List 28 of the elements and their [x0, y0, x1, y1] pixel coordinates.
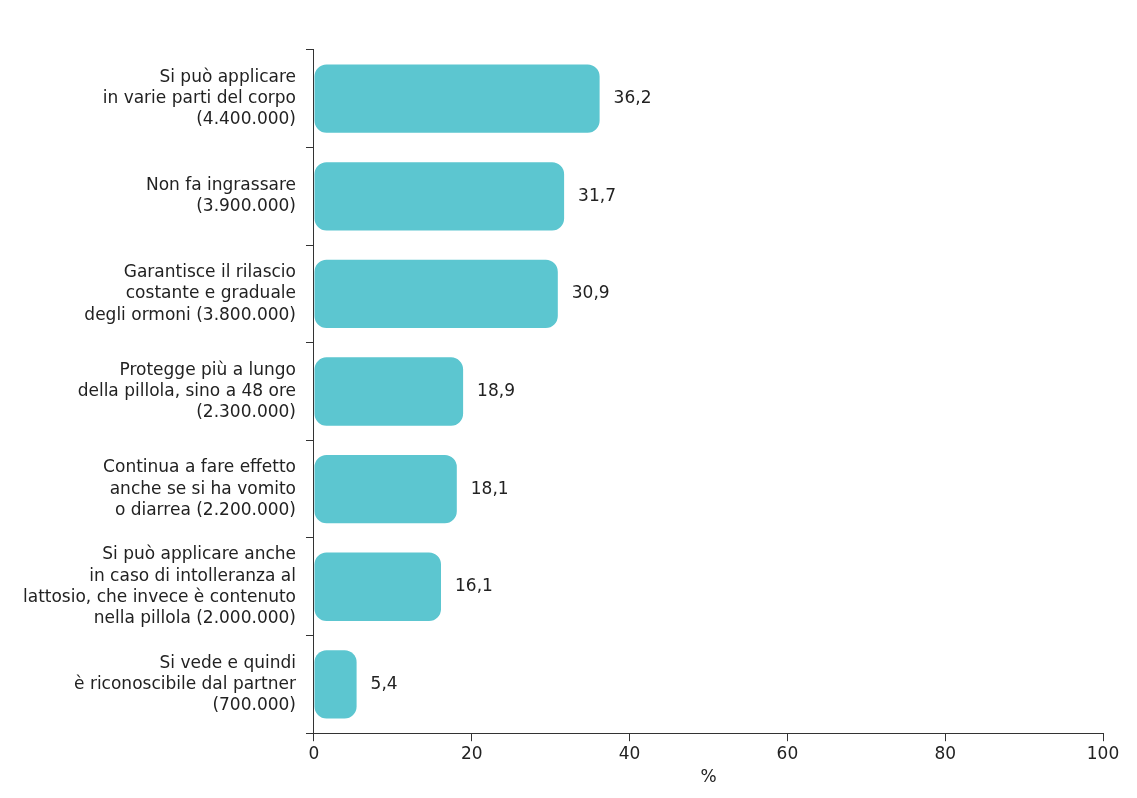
x-axis-title: % — [700, 766, 717, 787]
y-tick-label: Si può applicare anche in caso di intolleranza al lattosio, che invece è contenuto nella pillola (2.000.000) — [23, 543, 296, 628]
x-tick-label: 40 — [618, 742, 641, 763]
x-tick-label: 20 — [460, 742, 483, 763]
bar — [314, 259, 558, 329]
data-label: 31,7 — [578, 184, 616, 205]
bar — [314, 454, 457, 524]
data-label: 16,1 — [455, 575, 493, 596]
y-tick-label: Continua a fare effetto anche se si ha vomito o diarrea (2.200.000) — [103, 456, 296, 519]
bar — [314, 162, 565, 231]
y-tick-label: Protegge più a lungo della pillola, sino a 48 ore (2.300.000) — [77, 358, 296, 422]
data-label: 18,9 — [477, 379, 515, 400]
y-tick-label: Si può applicare in varie parti del corpo (4.400.000) — [102, 65, 296, 129]
data-label: 30,9 — [571, 282, 610, 303]
x-tick-label: 0 — [308, 742, 320, 763]
bar — [314, 357, 464, 426]
y-tick-label: Si vede e quindi è riconoscibile dal partner (700.000) — [74, 651, 296, 715]
y-tick-label: Non fa ingrassare (3.900.000) — [145, 174, 296, 216]
bar — [314, 650, 357, 719]
x-tick-label: 100 — [1086, 742, 1120, 763]
x-tick-label: 80 — [934, 742, 957, 763]
data-label: 5,4 — [370, 672, 398, 693]
data-label: 18,1 — [470, 477, 509, 498]
y-tick-label: Garantisce il rilascio costante e graduale degli ormoni (3.800.000) — [84, 261, 296, 324]
bar — [314, 64, 600, 133]
x-tick-label: 60 — [776, 742, 799, 763]
data-label: 36,2 — [613, 87, 652, 108]
bar — [314, 552, 442, 621]
